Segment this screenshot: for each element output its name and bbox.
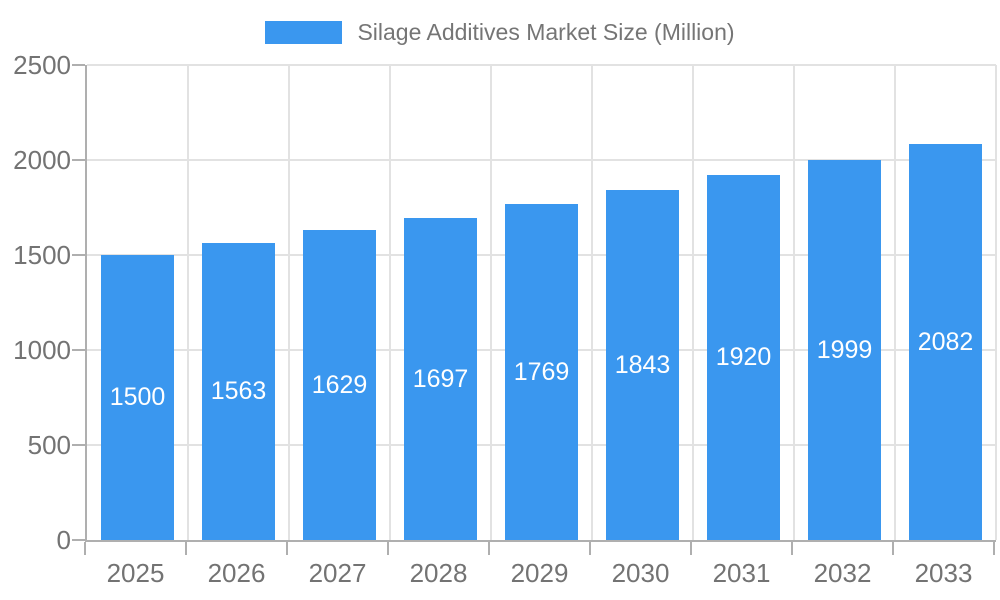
x-axis-tick-label: 2030 — [611, 558, 670, 588]
x-axis-tick-label: 2029 — [510, 558, 569, 588]
x-axis-tick-label: 2028 — [409, 558, 468, 588]
y-tick-mark — [72, 539, 85, 541]
y-tick-mark — [72, 444, 85, 446]
x-gridline — [894, 65, 896, 540]
x-tick-mark — [84, 542, 86, 555]
x-tick-mark — [488, 542, 490, 555]
y-axis-tick-label: 0 — [56, 525, 71, 555]
x-tick-mark — [387, 542, 389, 555]
bar-value-label: 1920 — [715, 343, 772, 371]
y-tick-mark — [72, 349, 85, 351]
plot-area: 1500 1563 1629 1697 1769 1843 1920 1999 2082 — [85, 64, 997, 542]
bar-value-label: 2082 — [917, 327, 974, 356]
x-gridline — [389, 65, 391, 540]
x-axis-tick-label: 2032 — [813, 558, 872, 588]
x-gridline — [793, 65, 795, 540]
y-gridline — [87, 64, 996, 66]
x-gridline — [591, 65, 593, 540]
y-axis-tick-label: 1500 — [13, 240, 71, 270]
legend-label: Silage Additives Market Size (Million) — [357, 18, 735, 45]
bar[interactable]: 1697 — [404, 218, 477, 540]
y-axis-tick-label: 2000 — [13, 145, 71, 175]
x-axis-tick-label: 2026 — [207, 558, 266, 588]
bar[interactable]: 1843 — [606, 190, 679, 540]
y-axis-tick-label: 500 — [27, 430, 71, 460]
x-gridline — [995, 65, 997, 540]
bar[interactable]: 1999 — [808, 160, 881, 540]
y-axis-tick-label: 1000 — [13, 335, 71, 365]
x-tick-mark — [791, 542, 793, 555]
x-tick-mark — [690, 542, 692, 555]
x-gridline — [692, 65, 694, 540]
y-gridline — [87, 159, 996, 161]
x-axis-tick-label: 2031 — [712, 558, 771, 588]
bar-value-label: 1697 — [412, 364, 469, 393]
x-tick-mark — [286, 542, 288, 555]
bar-value-label: 1629 — [311, 370, 368, 399]
x-axis-tick-label: 2025 — [106, 558, 165, 588]
legend-swatch — [265, 20, 343, 44]
y-tick-mark — [72, 159, 85, 161]
x-axis-tick-label: 2027 — [308, 558, 367, 588]
bar[interactable]: 1500 — [101, 255, 174, 540]
bar-value-label: 1769 — [513, 357, 570, 386]
x-tick-mark — [892, 542, 894, 555]
y-axis-tick-label: 2500 — [13, 50, 71, 80]
y-tick-mark — [72, 64, 85, 66]
bar[interactable]: 1563 — [202, 243, 275, 540]
bar-value-label: 1999 — [816, 335, 873, 364]
legend-item[interactable]: Silage Additives Market Size (Million) — [0, 18, 1000, 46]
bar-value-label: 1500 — [109, 383, 166, 411]
x-gridline — [490, 65, 492, 540]
bar[interactable]: 1769 — [505, 204, 578, 540]
bar-value-label: 1563 — [210, 377, 267, 405]
bar[interactable]: 2082 — [909, 144, 982, 540]
x-gridline — [187, 65, 189, 540]
bar-value-label: 1843 — [614, 350, 671, 379]
x-axis-tick-label: 2033 — [914, 558, 973, 588]
y-tick-mark — [72, 254, 85, 256]
x-tick-mark — [993, 542, 995, 555]
x-tick-mark — [185, 542, 187, 555]
bar[interactable]: 1629 — [303, 230, 376, 540]
x-tick-mark — [589, 542, 591, 555]
bar[interactable]: 1920 — [707, 175, 780, 540]
x-gridline — [288, 65, 290, 540]
